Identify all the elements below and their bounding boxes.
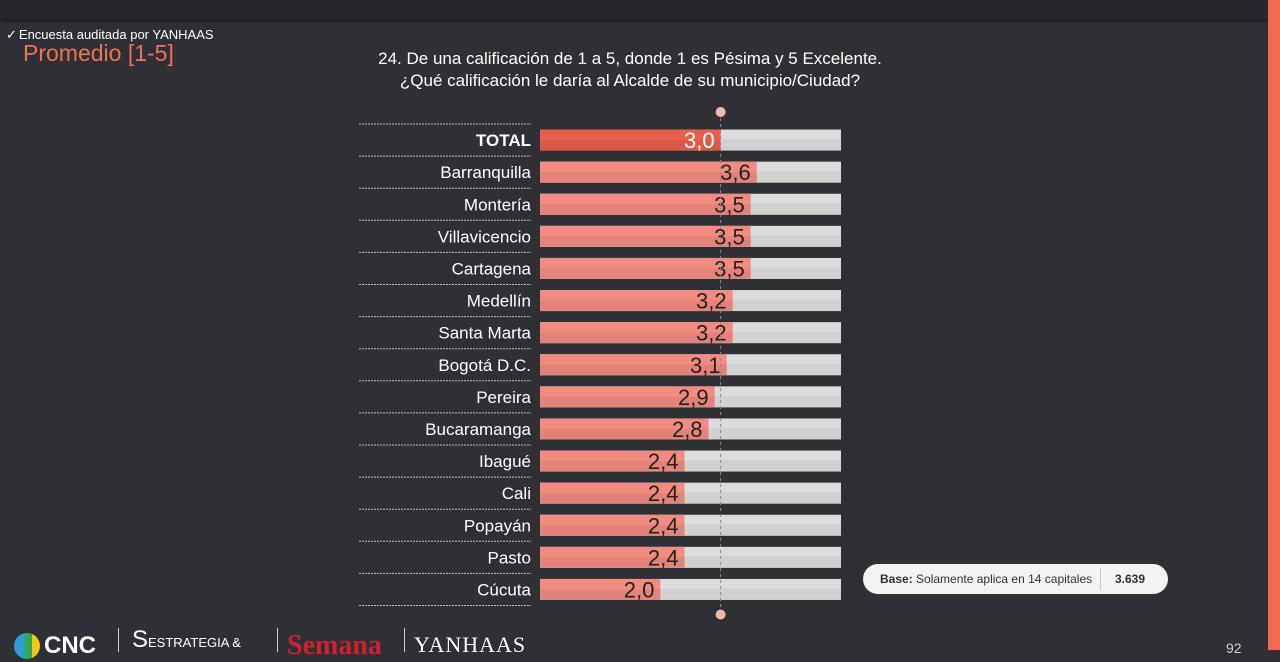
category-label: Pasto: [488, 548, 531, 567]
estrategia-logo: SESTRATEGIA &: [132, 626, 241, 654]
value-label: 2,4: [648, 481, 679, 506]
bar-shade: [540, 589, 661, 600]
base-description: Solamente aplica en 14 capitales: [916, 572, 1093, 586]
category-label: Montería: [464, 195, 532, 214]
cnc-logo-icon: [14, 633, 40, 659]
base-divider: [1100, 568, 1101, 590]
base-label: Base:: [880, 572, 913, 586]
value-label: 2,0: [624, 577, 655, 602]
category-label: Santa Marta: [438, 324, 531, 343]
value-label: 3,1: [690, 353, 721, 378]
bar-shade: [540, 557, 685, 568]
reference-marker-bottom: [715, 609, 726, 620]
bar-background-shade: [540, 492, 841, 504]
reference-marker-top: [715, 107, 726, 117]
bar-shade: [540, 300, 733, 312]
bar: [540, 225, 751, 247]
logo-divider: [118, 628, 119, 652]
section-title: Promedio [1-5]: [23, 40, 174, 66]
bar: [540, 386, 715, 408]
value-label: 2,4: [648, 513, 679, 538]
category-label: Barranquilla: [440, 163, 531, 182]
bar: [540, 418, 709, 440]
category-label: Bucaramanga: [425, 420, 531, 439]
bar: [540, 193, 751, 215]
category-label: Popayán: [464, 516, 531, 535]
bar-background-shade: [540, 460, 841, 472]
bar-shade: [540, 396, 715, 408]
accent-band: [1268, 0, 1280, 650]
category-label: Cali: [502, 484, 531, 503]
bar: [540, 482, 685, 504]
bar-shade: [540, 140, 721, 151]
category-label: TOTAL: [476, 131, 531, 150]
value-label: 3,2: [696, 321, 727, 346]
estrategia-logo-text: ESTRATEGIA &: [148, 635, 241, 650]
bar: [540, 354, 727, 376]
value-label: 3,0: [684, 128, 715, 153]
yanhaas-logo: YANHAAS: [414, 632, 527, 657]
bar-shade: [540, 236, 751, 247]
base-box: Base: Solamente aplica en 14 capitales 3…: [863, 564, 1168, 594]
cnc-logo: CNC: [14, 632, 96, 660]
footer-logos: CNC SESTRATEGIA & Semana YANHAAS: [0, 624, 600, 661]
value-label: 2,4: [648, 449, 679, 474]
bar-shade: [540, 268, 751, 279]
bar: [540, 546, 685, 568]
value-label: 2,9: [678, 385, 709, 410]
bar: [540, 129, 721, 151]
category-label: Villavicencio: [438, 227, 531, 246]
bar-shade: [540, 332, 733, 344]
bar: [540, 257, 751, 279]
audit-note-text: Encuesta auditada por YANHAAS: [18, 27, 214, 42]
bar: [540, 322, 733, 344]
bar-background-shade: [540, 588, 841, 600]
category-label: Bogotá D.C.: [438, 356, 531, 375]
category-label: Cartagena: [452, 259, 532, 278]
logo-divider: [404, 628, 405, 652]
logo-divider: [277, 628, 278, 652]
bar: [540, 578, 661, 600]
semana-logo: Semana: [287, 630, 382, 661]
value-label: 2,8: [672, 417, 703, 442]
bar-shade: [540, 428, 709, 440]
top-bar: [0, 0, 1268, 19]
bar: [540, 450, 685, 472]
check-icon: ✓: [6, 27, 17, 42]
bar-shade: [540, 364, 727, 376]
bar-shade: [540, 493, 685, 504]
bar-shade: [540, 204, 751, 215]
question-line-2: ¿Qué calificación le daría al Alcalde de…: [399, 71, 861, 90]
value-label: 2,4: [648, 545, 679, 570]
bar-shade: [540, 461, 685, 472]
value-label: 3,5: [714, 192, 745, 217]
value-label: 3,5: [714, 224, 745, 249]
bar: [540, 290, 733, 312]
question-line-1: 24. De una calificación de 1 a 5, donde …: [378, 49, 882, 68]
page-number: 92: [1226, 640, 1242, 656]
bar: [540, 514, 685, 536]
bar-shade: [540, 525, 685, 536]
category-label: Cúcuta: [477, 580, 531, 599]
category-label: Ibagué: [479, 452, 531, 471]
base-value: 3.639: [1115, 572, 1146, 586]
bar-shade: [540, 172, 757, 183]
question-title: 24. De una calificación de 1 a 5, donde …: [330, 48, 930, 92]
value-label: 3,5: [714, 256, 745, 281]
audit-note: ✓ Encuesta auditada por YANHAAS: [6, 27, 214, 43]
bar-background-shade: [540, 524, 841, 536]
base-text: Base: Solamente aplica en 14 capitales: [880, 572, 1092, 586]
category-label: Pereira: [476, 388, 531, 407]
value-label: 3,2: [696, 289, 727, 314]
estrategia-logo-mark: S: [132, 626, 149, 653]
bar-background-shade: [540, 556, 841, 568]
value-label: 3,6: [720, 160, 751, 185]
bar: [540, 161, 757, 183]
category-label: Medellín: [467, 292, 531, 311]
cnc-logo-text: CNC: [44, 632, 96, 659]
